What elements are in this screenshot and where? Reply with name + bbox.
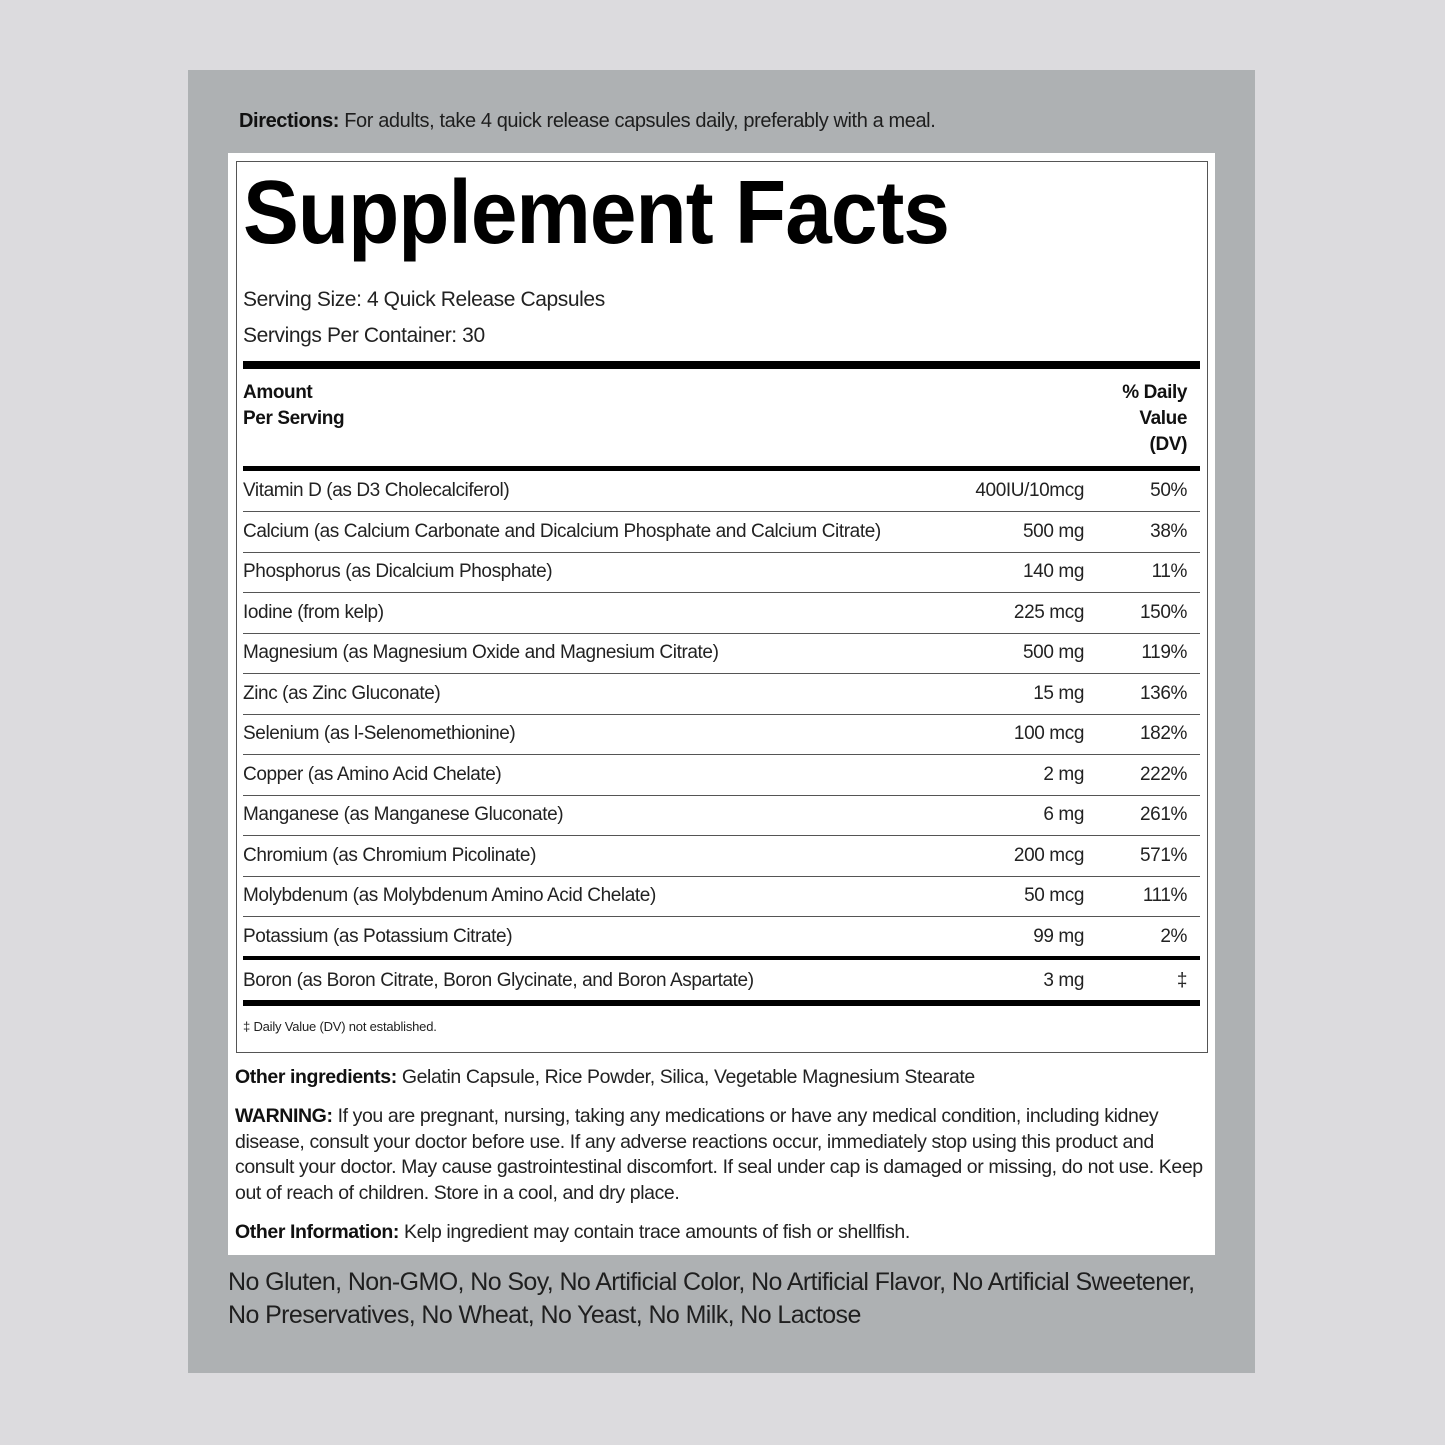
nutrient-dv: 571% [1140, 844, 1187, 866]
footnote: ‡ Daily Value (DV) not established. [243, 1019, 437, 1034]
nutrient-name: Chromium (as Chromium Picolinate) [243, 844, 536, 866]
nutrient-amount: 2 mg [1043, 763, 1084, 785]
nutrient-row: Copper (as Amino Acid Chelate) 2 mg 222% [243, 755, 1200, 796]
nutrient-dv: 261% [1140, 804, 1187, 825]
nutrient-amount: 140 mg [1023, 561, 1084, 582]
facts-title: Supplement Facts [243, 163, 950, 263]
nutrient-dv: 111% [1142, 885, 1188, 906]
nutrient-dv: ‡ [1176, 970, 1188, 991]
nutrient-name: Phosphorus (as Dicalcium Phosphate) [243, 561, 553, 582]
directions: Directions: For adults, take 4 quick rel… [239, 110, 936, 132]
nutrient-row: Potassium (as Potassium Citrate) 99 mg 2% [243, 917, 1200, 957]
nutrient-row: Magnesium (as Magnesium Oxide and Magnes… [243, 633, 1200, 674]
serving-size: Serving Size: 4 Quick Release Capsules [243, 288, 605, 311]
other-information: Other Information: Kelp ingredient may c… [235, 1221, 910, 1243]
nutrient-dv: 11% [1151, 561, 1188, 582]
header-divider [243, 466, 1200, 471]
amount-header: Amount Per Serving [243, 382, 345, 429]
nutrient-amount: 50 mcg [1024, 885, 1084, 906]
nutrient-amount: 400IU/10mcg [975, 480, 1084, 501]
nutrient-row: Molybdenum (as Molybdenum Amino Acid Che… [243, 876, 1200, 917]
other-ingredients: Other ingredients: Gelatin Capsule, Rice… [235, 1066, 975, 1088]
nutrient-row: Boron (as Boron Citrate, Boron Glycinate… [243, 961, 1200, 1001]
nutrient-dv: 38% [1150, 520, 1187, 542]
dv-header: % Daily Value (DV) [1122, 382, 1187, 455]
nutrient-dv: 50% [1150, 480, 1187, 501]
nutrient-dv: 222% [1140, 763, 1187, 785]
nutrient-name: Magnesium (as Magnesium Oxide and Magnes… [243, 642, 719, 663]
nutrient-amount: 99 mg [1033, 925, 1084, 947]
nutrient-name: Copper (as Amino Acid Chelate) [243, 763, 502, 785]
nutrient-amount: 200 mcg [1013, 844, 1084, 866]
nutrient-name: Potassium (as Potassium Citrate) [243, 925, 513, 947]
nutrient-amount: 225 mcg [1013, 601, 1084, 623]
nutrient-row: Chromium (as Chromium Picolinate) 200 mcg… [243, 836, 1200, 877]
nutrient-row: Manganese (as Manganese Gluconate) 6 mg 26… [243, 795, 1200, 836]
nutrient-dv: 136% [1140, 682, 1187, 704]
nutrient-row: Phosphorus (as Dicalcium Phosphate) 140 m… [243, 552, 1200, 593]
nutrient-row: Selenium (as l-Selenomethionine) 100 mcg 1… [243, 714, 1200, 755]
nutrient-row: Calcium (as Calcium Carbonate and Dicalc… [243, 512, 1200, 553]
nutrient-amount: 100 mcg [1013, 723, 1084, 744]
divider [243, 956, 1200, 960]
thick-divider [243, 1000, 1200, 1006]
thick-divider [243, 361, 1200, 369]
nutrient-dv: 119% [1141, 642, 1187, 663]
free-from-claims: No Gluten, Non-GMO, No Soy, No Artificia… [228, 1268, 1195, 1329]
nutrient-amount: 15 mg [1033, 682, 1084, 704]
nutrient-name: Calcium (as Calcium Carbonate and Dicalc… [243, 520, 881, 542]
nutrient-dv: 182% [1140, 723, 1187, 744]
nutrient-name: Molybdenum (as Molybdenum Amino Acid Che… [243, 885, 656, 906]
facts-panel [228, 153, 1215, 1255]
nutrient-row: Iodine (from kelp) 225 mcg 150% [243, 593, 1200, 634]
nutrient-dv: 150% [1140, 601, 1187, 623]
warning: WARNING: If you are pregnant, nursing, t… [235, 1105, 1203, 1204]
nutrient-amount: 500 mg [1023, 642, 1084, 663]
nutrient-name: Boron (as Boron Citrate, Boron Glycinate… [243, 970, 754, 991]
nutrient-name: Selenium (as l-Selenomethionine) [243, 723, 516, 744]
nutrient-amount: 500 mg [1023, 520, 1084, 542]
nutrient-dv: 2% [1160, 925, 1187, 947]
nutrient-row: Vitamin D (as D3 Cholecalciferol) 400IU/1… [243, 471, 1200, 512]
nutrient-row: Zinc (as Zinc Gluconate) 15 mg 136% [243, 674, 1200, 715]
supplement-facts-box [236, 161, 1208, 1053]
nutrient-name: Iodine (from kelp) [243, 601, 384, 623]
nutrient-name: Manganese (as Manganese Gluconate) [243, 804, 564, 825]
nutrient-amount: 6 mg [1043, 804, 1084, 825]
nutrient-amount: 3 mg [1043, 970, 1084, 991]
nutrient-name: Vitamin D (as D3 Cholecalciferol) [243, 480, 510, 501]
nutrient-name: Zinc (as Zinc Gluconate) [243, 682, 441, 704]
servings-per-container: Servings Per Container: 30 [243, 324, 485, 347]
